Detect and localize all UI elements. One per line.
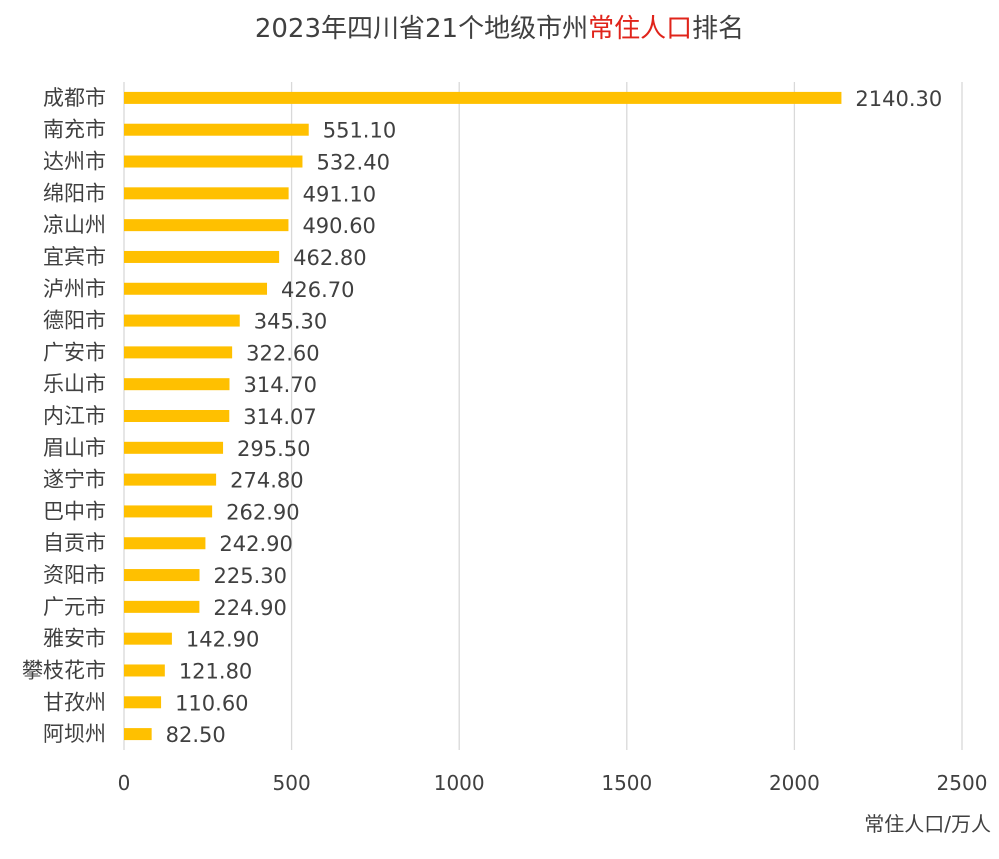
bar (124, 696, 162, 709)
data-label: 462.80 (293, 246, 366, 270)
category-label: 阿坝州 (43, 722, 106, 746)
data-label: 426.70 (281, 278, 354, 302)
data-label: 490.60 (302, 214, 375, 238)
data-label: 2140.30 (855, 87, 942, 111)
data-label: 345.30 (254, 310, 327, 334)
data-label: 532.40 (316, 151, 389, 175)
bar (124, 473, 217, 486)
category-label: 凉山州 (43, 213, 106, 237)
bar (124, 187, 289, 200)
category-label: 广安市 (43, 340, 106, 364)
bar (124, 410, 230, 422)
data-label: 491.10 (303, 182, 376, 206)
x-tick-label: 500 (273, 771, 311, 795)
category-label: 资阳市 (43, 563, 106, 587)
x-axis-label: 常住人口/万人 (864, 812, 991, 836)
category-label: 巴中市 (43, 499, 106, 523)
x-tick-label: 2000 (769, 771, 820, 795)
data-label: 224.90 (213, 596, 286, 620)
bar (124, 314, 240, 327)
category-label: 甘孜州 (43, 690, 106, 714)
data-label: 225.30 (214, 564, 287, 588)
bar (124, 91, 842, 104)
bar (124, 569, 200, 582)
category-label: 宜宾市 (43, 245, 106, 269)
x-tick-label: 1500 (601, 771, 652, 795)
title-highlight: 常住人口 (588, 14, 693, 44)
category-label: 乐山市 (43, 372, 106, 396)
category-label: 眉山市 (43, 436, 106, 460)
data-label: 295.50 (237, 437, 310, 461)
data-label: 142.90 (186, 628, 259, 652)
bar (124, 728, 152, 741)
bar (124, 155, 303, 168)
category-label: 攀枝花市 (22, 658, 106, 682)
category-label: 成都市 (43, 86, 106, 110)
bar (124, 346, 233, 359)
category-label: 泸州市 (43, 277, 106, 301)
bar (124, 505, 213, 518)
title-prefix: 2023年四川省21个地级市州 (254, 14, 589, 44)
data-label: 82.50 (166, 723, 226, 747)
category-label: 德阳市 (43, 309, 106, 333)
data-label: 322.60 (246, 341, 319, 365)
category-label: 达州市 (43, 150, 106, 174)
category-label: 雅安市 (43, 627, 106, 651)
bar (124, 632, 172, 645)
bar (124, 250, 280, 263)
category-label: 绵阳市 (43, 181, 106, 205)
category-label: 遂宁市 (43, 468, 106, 492)
data-label: 314.70 (243, 373, 316, 397)
x-tick-label: 0 (118, 771, 131, 795)
data-label: 551.10 (323, 119, 396, 143)
chart-title: 2023年四川省21个地级市州常住人口排名 (0, 8, 999, 45)
bar (124, 219, 289, 232)
bar (124, 282, 268, 295)
data-label: 314.07 (243, 405, 316, 429)
bar (124, 123, 309, 136)
bar (124, 664, 165, 677)
data-label: 274.80 (230, 469, 303, 493)
data-label: 262.90 (226, 500, 299, 524)
title-suffix: 排名 (692, 14, 745, 44)
data-label: 110.60 (175, 691, 248, 715)
category-label: 自贡市 (43, 531, 106, 555)
bar (124, 441, 224, 454)
bar (124, 537, 206, 550)
category-label: 广元市 (43, 595, 106, 619)
bar (124, 378, 230, 391)
x-tick-label: 2500 (937, 771, 988, 795)
data-label: 242.90 (219, 532, 292, 556)
category-label: 内江市 (43, 404, 106, 428)
category-label: 南充市 (43, 118, 106, 142)
x-tick-label: 1000 (434, 771, 485, 795)
data-label: 121.80 (179, 659, 252, 683)
bar (124, 600, 200, 613)
